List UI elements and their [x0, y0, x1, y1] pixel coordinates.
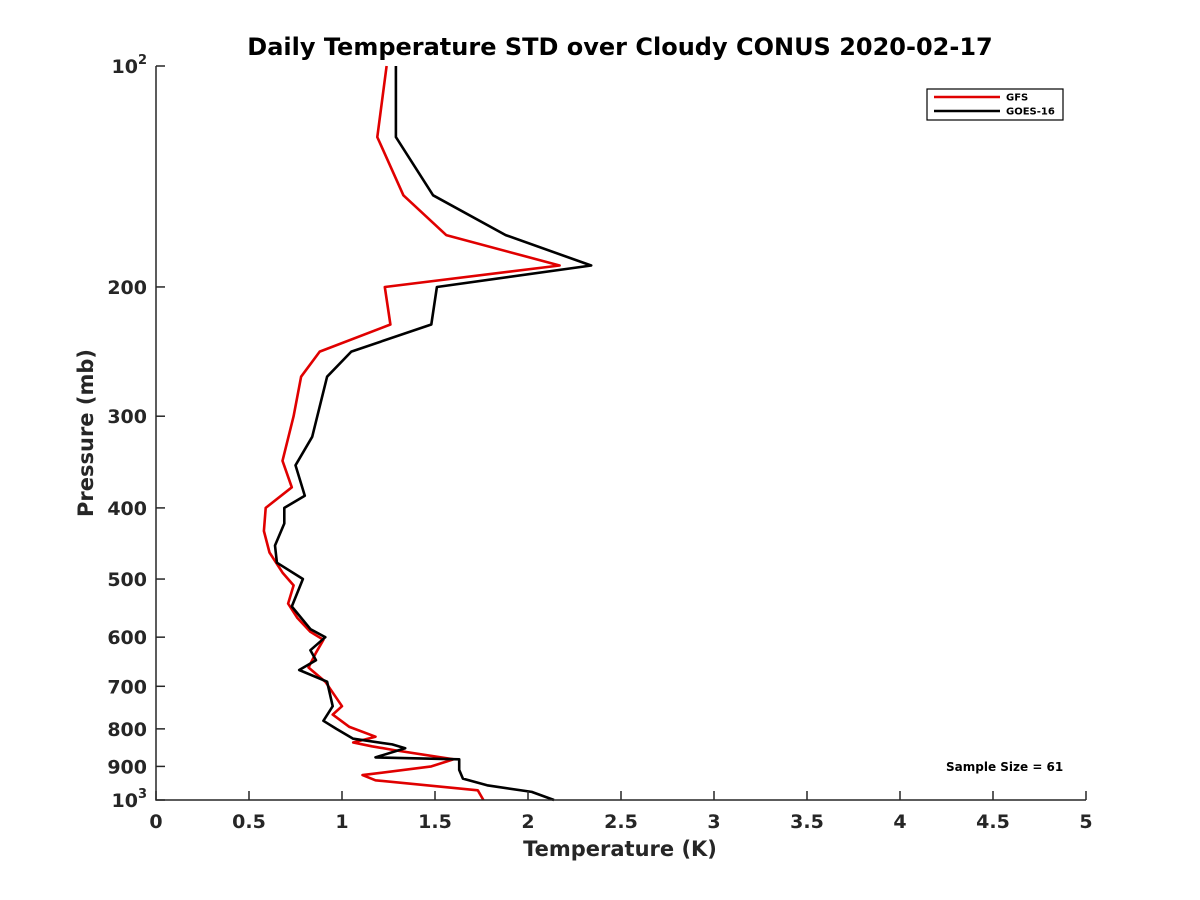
y-tick-label: 900	[107, 756, 147, 778]
x-tick-label: 0.5	[232, 811, 266, 833]
legend-label-goes16: GOES-16	[1006, 107, 1055, 118]
x-tick-label: 4	[893, 811, 906, 833]
y-axis-label: Pressure (mb)	[74, 349, 98, 517]
legend-label-gfs: GFS	[1006, 93, 1028, 104]
series-line-gfs	[262, 65, 561, 801]
chart-title: Daily Temperature STD over Cloudy CONUS …	[247, 33, 992, 61]
legend: GFS GOES-16	[926, 88, 1064, 121]
y-tick-label: 800	[107, 719, 147, 741]
y-tick-label: 102	[112, 53, 148, 78]
x-tick-label: 3	[707, 811, 720, 833]
x-axis-label: Temperature (K)	[523, 837, 717, 861]
y-tick-label: 200	[107, 277, 147, 299]
series-line-goes16	[273, 66, 593, 802]
y-tick-label: 700	[107, 676, 147, 698]
plot-lines	[262, 65, 593, 802]
x-tick-label: 2	[521, 811, 534, 833]
legend-box	[926, 88, 1064, 121]
x-tick-label: 2.5	[604, 811, 638, 833]
sample-size-annotation: Sample Size = 61	[946, 760, 1063, 774]
y-tick-label: 103	[112, 787, 148, 812]
y-tick-label: 600	[107, 627, 147, 649]
x-tick-label: 4.5	[976, 811, 1010, 833]
y-tick-label: 300	[107, 406, 147, 428]
x-tick-label: 0	[149, 811, 162, 833]
y-axis-ticks: 102 200 300 400 500 600 700 800 900 103	[107, 53, 165, 812]
x-tick-label: 1	[335, 811, 348, 833]
x-tick-label: 3.5	[790, 811, 824, 833]
y-tick-label: 400	[107, 498, 147, 520]
x-tick-label: 1.5	[418, 811, 452, 833]
x-tick-label: 5	[1079, 811, 1092, 833]
y-tick-label: 500	[107, 569, 147, 591]
axes-frame	[155, 66, 1086, 801]
x-axis-ticks: 0 0.5 1 1.5 2 2.5 3 3.5 4 4.5 5	[149, 791, 1093, 833]
